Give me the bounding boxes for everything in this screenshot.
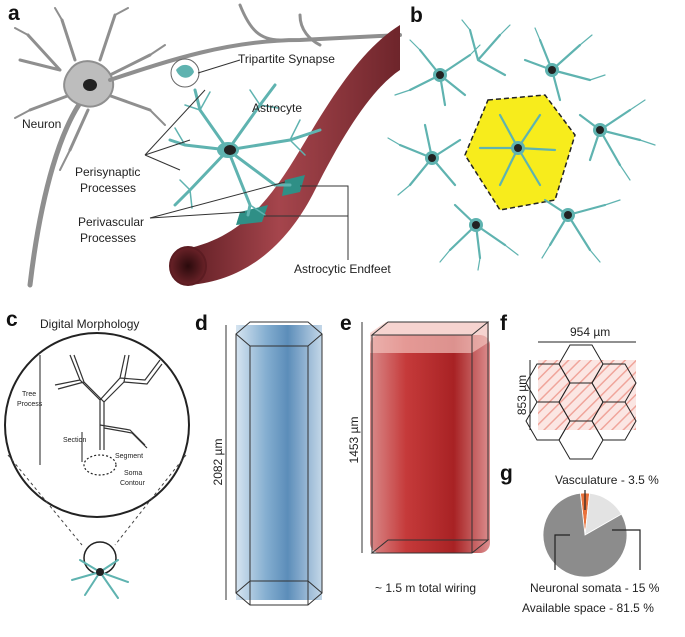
- tree-label-line2: Process: [17, 401, 43, 408]
- pie-label-available-space: Available space - 81.5 %: [522, 601, 654, 615]
- hex-height-label: 853 µm: [515, 375, 529, 415]
- morphology-zoom-circle: [4, 332, 190, 518]
- panel-e: e 1453 µm ~ 1.5 m total wiring: [340, 312, 490, 595]
- panel-f: f 954 µm 853 µm: [500, 312, 637, 460]
- box-e: [370, 321, 490, 554]
- box-e-height: 1453 µm: [347, 417, 361, 464]
- endfoot-1: [282, 175, 305, 196]
- vasculature-volume: [370, 335, 490, 553]
- astrocyte-volume: [236, 325, 322, 600]
- panel-c: c Digital Morphology Tree Process Sectio…: [4, 308, 190, 599]
- panel-g: g Vasculature - 3.5 % Neuronal somata - …: [500, 462, 660, 615]
- prism-d-height: 2082 µm: [211, 439, 225, 486]
- hex-width-label: 954 µm: [570, 325, 610, 339]
- neuron-label: Neuron: [22, 117, 61, 131]
- annotation-lines: [144, 89, 349, 260]
- section-label: Section: [63, 437, 86, 444]
- hexagonal-prism-d: [235, 321, 323, 606]
- perisynaptic-label-line2: Processes: [80, 181, 136, 195]
- blood-vessel: [169, 25, 400, 286]
- panel-a-label: a: [8, 2, 20, 25]
- panel-g-label: g: [500, 462, 513, 485]
- astrocyte-network: [387, 19, 656, 271]
- tripartite-synapse-marker: [170, 58, 241, 88]
- panel-f-label: f: [500, 312, 508, 335]
- soma-label-line1: Soma: [124, 470, 142, 477]
- perisynaptic-label-line1: Perisynaptic: [75, 165, 140, 179]
- morphology-tree: [54, 354, 163, 476]
- pie-slice-available-space: [542, 492, 628, 578]
- panel-b: b: [387, 4, 656, 271]
- pie-leader-lines: [554, 490, 641, 570]
- hexagon-tiling: [525, 344, 637, 460]
- digital-morphology-title: Digital Morphology: [40, 317, 139, 331]
- endfoot-2: [236, 205, 268, 225]
- perivascular-label-line2: Processes: [80, 231, 136, 245]
- panel-d-label: d: [195, 312, 208, 335]
- tree-label-line1: Tree: [22, 391, 36, 398]
- perivascular-label-line1: Perivascular: [78, 215, 144, 229]
- pie-label-vasculature: Vasculature - 3.5 %: [555, 473, 659, 487]
- panel-e-label: e: [340, 312, 352, 335]
- astrocyte-label: Astrocyte: [252, 101, 302, 115]
- segment-label: Segment: [115, 453, 143, 460]
- total-wiring-caption: ~ 1.5 m total wiring: [375, 581, 476, 595]
- panel-d: d 2082 µm: [195, 312, 323, 606]
- morphology-annotations: [39, 355, 83, 465]
- pie-label-neuronal-somata: Neuronal somata - 15 %: [530, 581, 660, 595]
- panel-c-label: c: [6, 308, 18, 331]
- panel-a: a: [8, 2, 402, 288]
- panel-b-label: b: [410, 4, 423, 27]
- soma-label-line2: Contour: [120, 480, 146, 487]
- endfeet-label: Astrocytic Endfeet: [294, 262, 391, 276]
- hatched-region: [538, 360, 636, 430]
- tripartite-synapse-label: Tripartite Synapse: [238, 52, 335, 66]
- neuron-illustration: [14, 3, 402, 288]
